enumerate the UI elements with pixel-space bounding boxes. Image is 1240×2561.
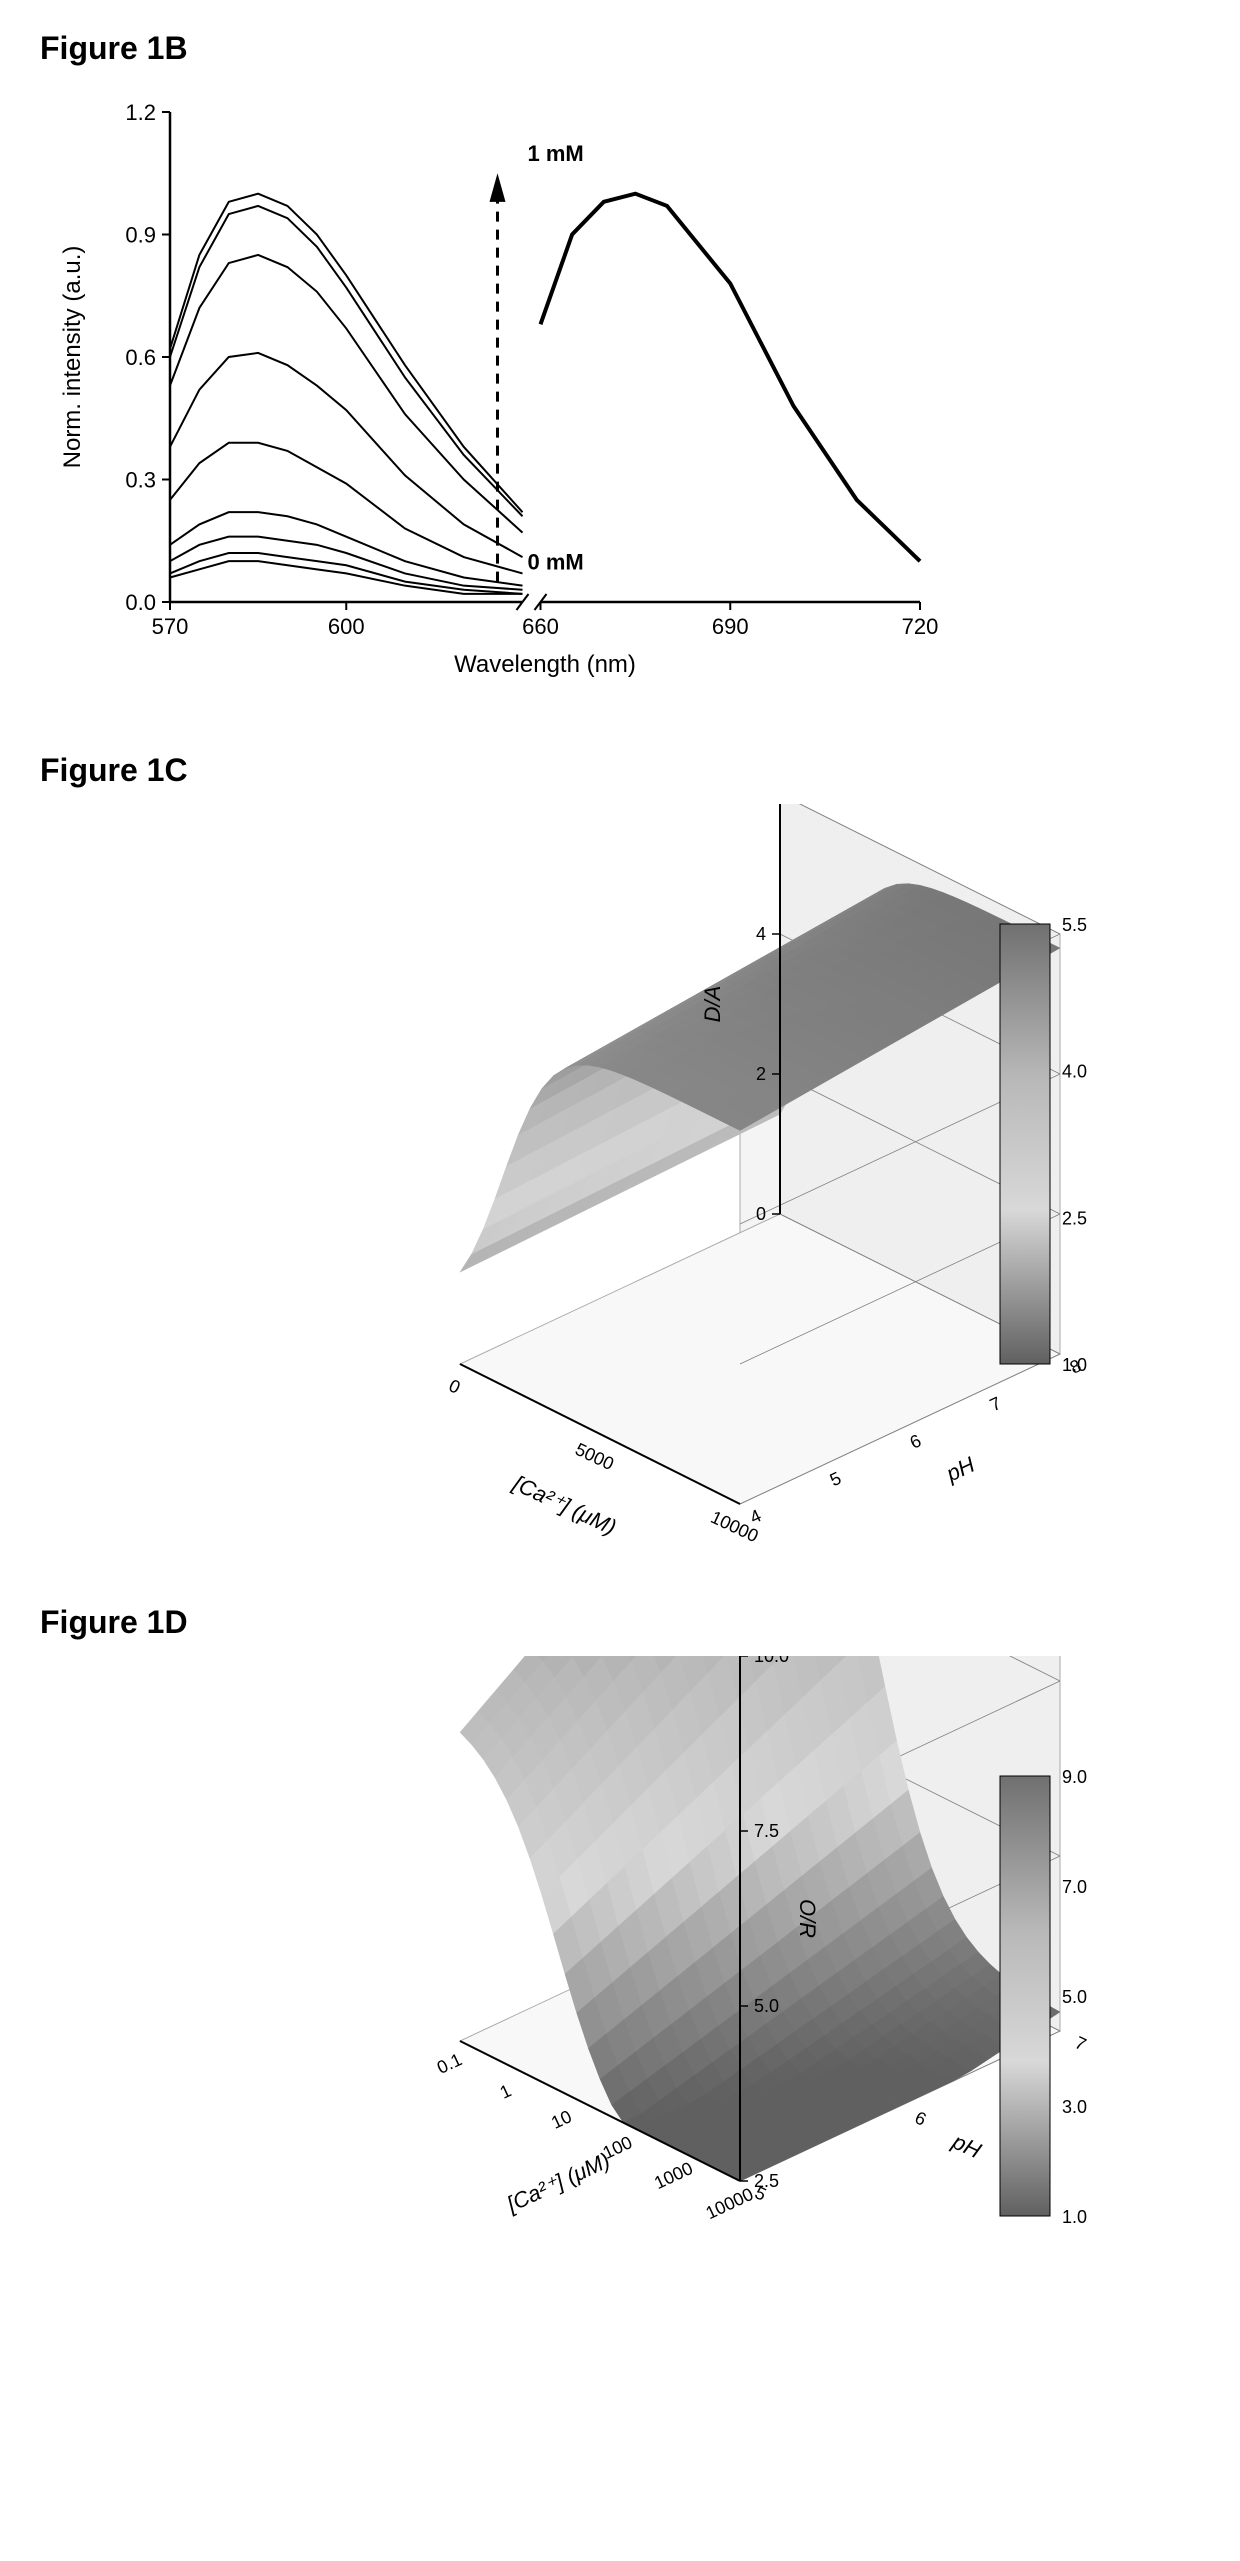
figure-1c-svg: 0246050001000045678[Ca²⁺] (μM)pHD/A1.02.…	[40, 804, 1140, 1554]
svg-text:5.0: 5.0	[754, 1996, 779, 2016]
svg-text:7: 7	[1072, 2032, 1090, 2054]
figure-1b-panel: 0.0 0.3 0.6 0.9 1.2 570 600 660 690 720 Wavelength…	[40, 82, 1200, 702]
svg-text:6: 6	[907, 1430, 925, 1452]
svg-text:pH: pH	[941, 1452, 978, 1487]
svg-text:7: 7	[987, 1393, 1005, 1415]
svg-text:1.0: 1.0	[1062, 1355, 1087, 1375]
svg-text:10000: 10000	[703, 2184, 757, 2223]
svg-text:4.0: 4.0	[1062, 1062, 1087, 1082]
svg-text:pH: pH	[948, 2128, 985, 2163]
svg-text:5000: 5000	[572, 1439, 617, 1474]
svg-text:[Ca²⁺] (μM): [Ca²⁺] (μM)	[502, 2148, 614, 2218]
svg-text:6: 6	[912, 2107, 930, 2129]
figure-1b-title: Figure 1B	[40, 30, 1200, 67]
svg-text:9.0: 9.0	[1062, 1767, 1087, 1787]
svg-text:O/R: O/R	[795, 1899, 820, 1938]
svg-text:[Ca²⁺] (μM): [Ca²⁺] (μM)	[509, 1470, 621, 1540]
svg-text:0 mM: 0 mM	[528, 549, 584, 574]
svg-text:570: 570	[152, 614, 189, 639]
svg-text:5: 5	[827, 1468, 845, 1490]
figure-1c-panel: 0246050001000045678[Ca²⁺] (μM)pHD/A1.02.…	[40, 804, 1200, 1554]
svg-text:0.9: 0.9	[125, 223, 156, 248]
figure-1d-title: Figure 1D	[40, 1604, 1200, 1641]
svg-text:10.0: 10.0	[754, 1656, 789, 1666]
svg-text:2: 2	[756, 1064, 766, 1084]
svg-text:2.5: 2.5	[1062, 1208, 1087, 1228]
svg-text:3.0: 3.0	[1062, 2097, 1087, 2117]
figure-1c: Figure 1C 0246050001000045678[Ca²⁺] (μM)…	[40, 752, 1200, 1554]
svg-text:690: 690	[712, 614, 749, 639]
svg-text:5.5: 5.5	[1062, 915, 1087, 935]
svg-text:0: 0	[756, 1204, 766, 1224]
svg-text:1 mM: 1 mM	[528, 141, 584, 166]
svg-text:0.1: 0.1	[434, 2049, 465, 2078]
svg-text:Wavelength (nm): Wavelength (nm)	[454, 651, 636, 678]
svg-text:7.5: 7.5	[754, 1821, 779, 1841]
svg-text:600: 600	[328, 614, 365, 639]
svg-text:4: 4	[756, 924, 766, 944]
svg-text:7.0: 7.0	[1062, 1877, 1087, 1897]
svg-text:720: 720	[902, 614, 939, 639]
figure-1b-svg: 0.0 0.3 0.6 0.9 1.2 570 600 660 690 720 Wavelength…	[40, 82, 940, 702]
svg-text:1.2: 1.2	[125, 100, 156, 125]
svg-text:D/A: D/A	[700, 986, 725, 1023]
svg-text:10: 10	[548, 2106, 575, 2133]
svg-text:0.3: 0.3	[125, 468, 156, 493]
figure-1d-svg: 2.55.07.510.00.1110100100010000567[Ca²⁺]…	[40, 1656, 1140, 2406]
figure-1d: Figure 1D 2.55.07.510.00.111010010001000…	[40, 1604, 1200, 2406]
svg-text:0: 0	[446, 1375, 464, 1397]
figure-1b: Figure 1B 0.0 0.3 0.6 0.9 1.2 570 600 660 690 720…	[40, 30, 1200, 702]
svg-text:1.0: 1.0	[1062, 2207, 1087, 2227]
svg-text:0.6: 0.6	[125, 345, 156, 370]
svg-text:0.0: 0.0	[125, 590, 156, 615]
svg-text:1000: 1000	[651, 2158, 696, 2193]
svg-text:Norm. intensity (a.u.): Norm. intensity (a.u.)	[59, 246, 86, 469]
figure-1c-title: Figure 1C	[40, 752, 1200, 789]
svg-text:5.0: 5.0	[1062, 1987, 1087, 2007]
svg-text:1: 1	[497, 2080, 515, 2102]
figure-1d-panel: 2.55.07.510.00.1110100100010000567[Ca²⁺]…	[40, 1656, 1200, 2406]
svg-text:660: 660	[522, 614, 559, 639]
